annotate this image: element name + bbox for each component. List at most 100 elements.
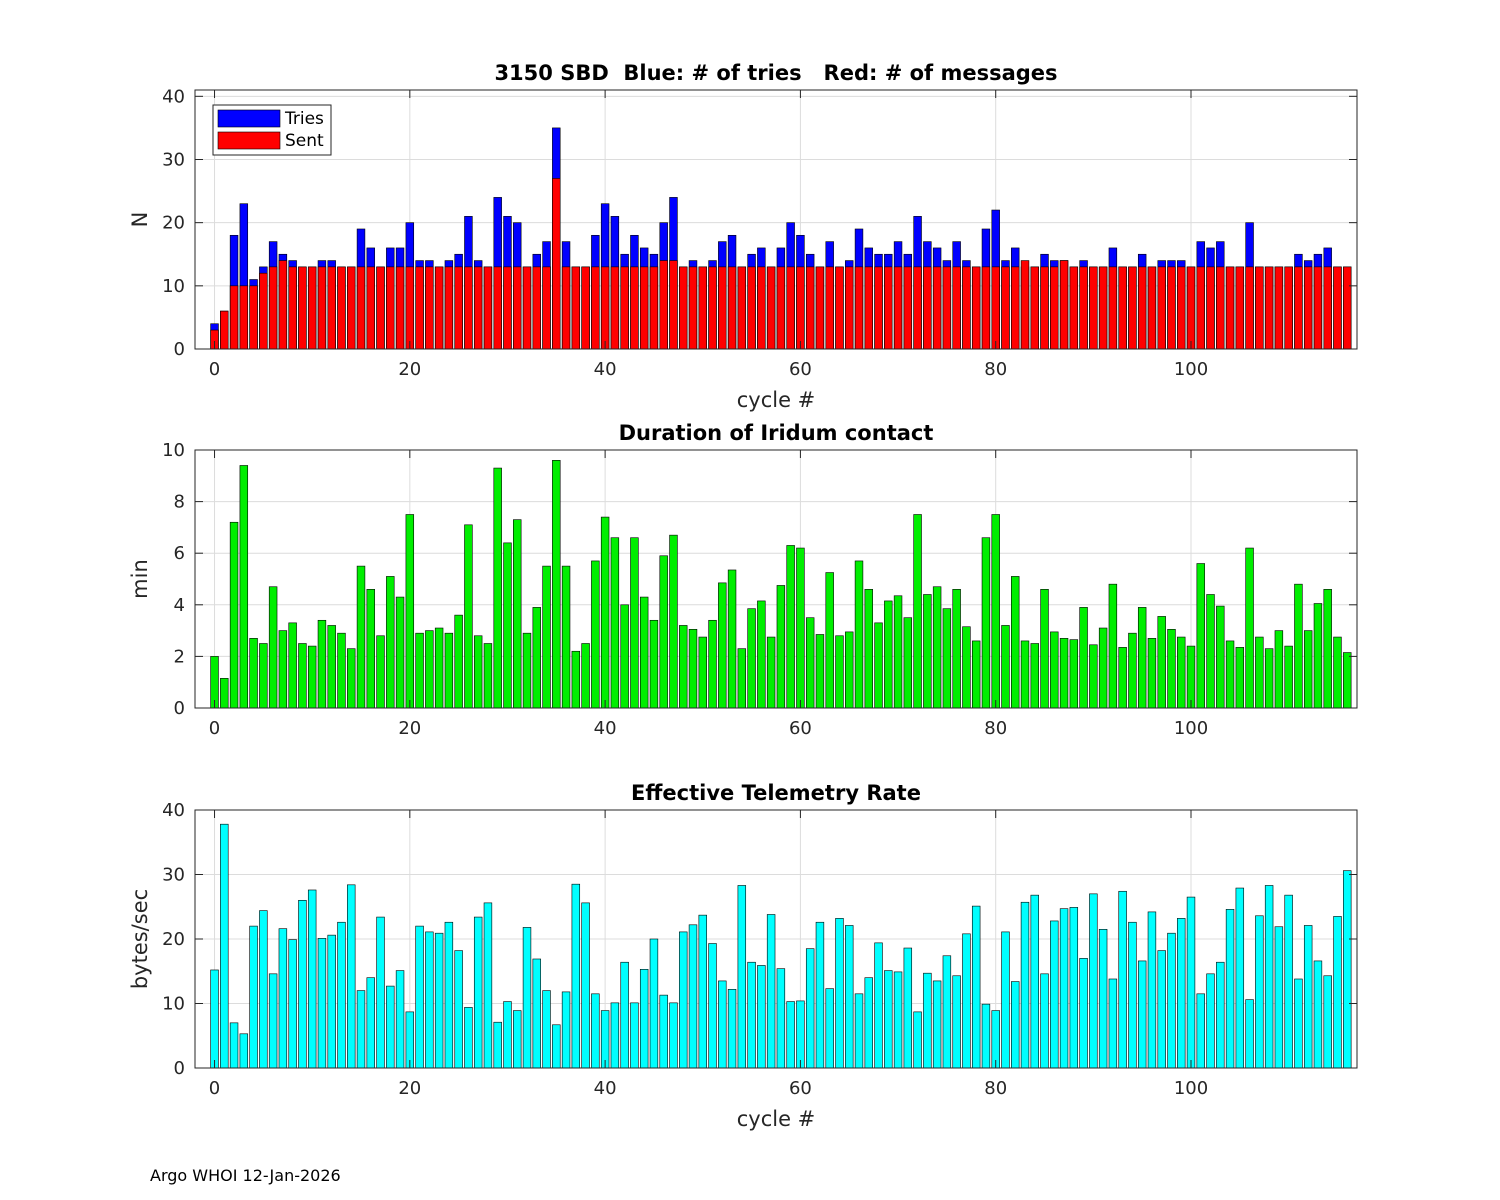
bar: [708, 943, 717, 1069]
bar: [347, 884, 356, 1069]
x-tick-label: 60: [789, 359, 812, 380]
bar: [1303, 266, 1313, 350]
bar: [981, 537, 991, 709]
bar: [356, 565, 366, 709]
bar: [337, 266, 346, 350]
bar: [1147, 911, 1157, 1069]
bar: [639, 969, 649, 1069]
y-tick-label: 0: [174, 698, 185, 719]
bar: [1206, 973, 1215, 1069]
bar: [1196, 563, 1205, 709]
bar: [825, 572, 834, 709]
bar: [825, 988, 834, 1069]
bar: [220, 310, 229, 350]
bar: [1255, 915, 1264, 1069]
bar: [513, 1010, 522, 1069]
bar: [649, 266, 659, 350]
bar: [337, 921, 346, 1069]
bar: [1030, 894, 1039, 1069]
axes-box: [194, 449, 1358, 709]
bar: [278, 928, 288, 1069]
bar: [1050, 920, 1059, 1069]
bar: [356, 266, 366, 350]
bar: [532, 958, 541, 1069]
bar: [1313, 603, 1323, 709]
bar: [971, 266, 981, 350]
bar: [864, 977, 873, 1069]
bar: [307, 889, 317, 1069]
bar: [610, 1002, 620, 1069]
bar: [1069, 907, 1079, 1069]
bar: [952, 975, 961, 1069]
bar: [1235, 647, 1245, 709]
bar: [1079, 266, 1088, 350]
y-tick-label: 20: [162, 213, 185, 234]
bar: [688, 924, 698, 1069]
bar: [1333, 916, 1342, 1069]
bar: [766, 636, 776, 709]
x-tick-label: 0: [209, 359, 220, 380]
bar: [1137, 960, 1147, 1069]
bar: [317, 266, 327, 350]
bar: [825, 266, 834, 350]
bar: [688, 266, 698, 350]
x-tick-label: 60: [789, 1078, 812, 1099]
bar: [239, 465, 249, 709]
bar: [786, 545, 795, 709]
bar: [1050, 266, 1059, 350]
bar: [737, 885, 747, 1069]
bar: [1098, 929, 1108, 1069]
bar: [630, 537, 639, 709]
bar: [503, 1001, 512, 1069]
bar: [1137, 266, 1147, 350]
bar: [1147, 266, 1157, 350]
bar: [434, 932, 444, 1069]
bar: [591, 993, 600, 1069]
bar: [259, 272, 268, 350]
bar: [1186, 266, 1196, 350]
bar: [669, 534, 678, 709]
x-tick-label: 0: [209, 1078, 220, 1099]
y-tick-label: 40: [162, 86, 185, 107]
bar: [884, 600, 893, 709]
bar: [532, 266, 541, 350]
bar: [600, 516, 610, 709]
bar: [415, 266, 424, 350]
bar: [542, 565, 551, 709]
bar: [698, 914, 707, 1069]
bar: [376, 266, 385, 350]
bar: [1059, 260, 1069, 350]
bar: [405, 1011, 415, 1069]
bar: [854, 560, 864, 709]
x-tick-label: 40: [594, 359, 617, 380]
bar: [1118, 890, 1127, 1069]
bar: [366, 977, 375, 1069]
bar: [923, 266, 932, 350]
bar: [1167, 629, 1176, 709]
bar: [395, 970, 405, 1069]
legend-label: Sent: [285, 131, 324, 151]
bar: [1050, 631, 1059, 709]
bar: [1069, 266, 1079, 350]
bar: [932, 980, 942, 1069]
bar: [600, 1010, 610, 1069]
bar: [1225, 640, 1235, 709]
bar: [1137, 607, 1147, 709]
bar: [1059, 908, 1069, 1069]
bar: [444, 921, 454, 1069]
bar: [1020, 640, 1030, 709]
bar: [473, 916, 483, 1069]
bar: [796, 547, 805, 709]
bar: [503, 266, 512, 350]
bar: [317, 619, 327, 709]
bar: [210, 969, 219, 1069]
bar: [464, 524, 473, 709]
bar: [610, 537, 620, 709]
bar: [962, 933, 971, 1069]
bar: [649, 619, 659, 709]
legend-swatch: [217, 109, 281, 128]
x-tick-label: 0: [209, 718, 220, 739]
bar: [268, 586, 278, 709]
bar: [991, 266, 1000, 350]
x-axis-label: cycle #: [737, 388, 816, 412]
